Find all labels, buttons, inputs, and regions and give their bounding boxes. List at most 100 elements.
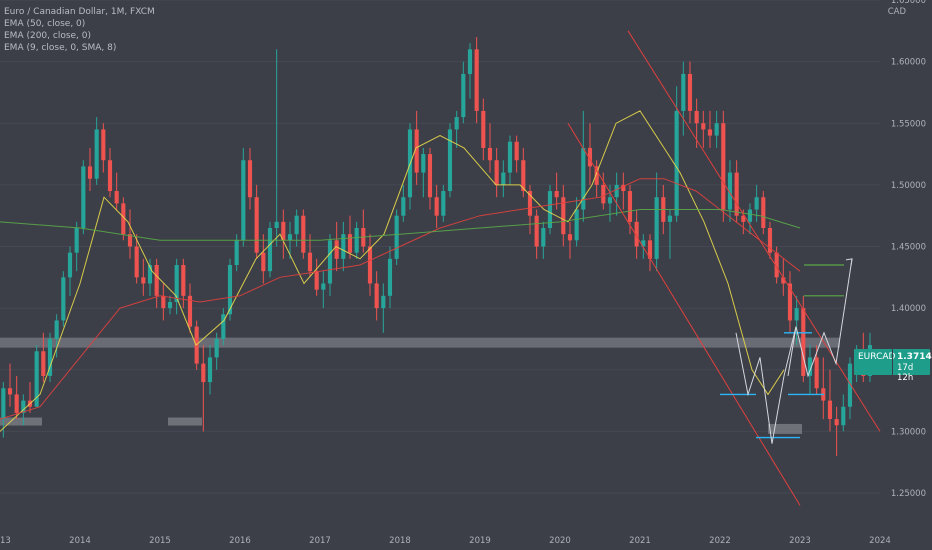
candle-body	[667, 215, 673, 222]
candle-body	[114, 191, 119, 204]
candle-body	[41, 351, 46, 376]
candle-body	[161, 295, 166, 309]
candle-body	[654, 197, 659, 259]
candle-body	[154, 265, 159, 296]
candle-body	[741, 215, 746, 222]
candle-body	[74, 228, 79, 253]
ema-200-label[interactable]: EMA (200, close, 0)	[4, 31, 92, 41]
candle-body	[714, 123, 719, 136]
candle-body	[747, 209, 753, 222]
candle-body	[521, 160, 526, 192]
x-tick-label: 2016	[229, 536, 251, 546]
candle-body	[127, 234, 133, 247]
candle-body	[121, 203, 126, 235]
candle-body	[681, 73, 686, 111]
projection-path	[787, 258, 853, 378]
candle-body	[754, 197, 759, 210]
resistance-band	[0, 337, 840, 348]
candle-body	[594, 166, 599, 185]
candle-body	[541, 228, 546, 247]
candle-body	[434, 197, 439, 216]
candle-body	[567, 234, 573, 241]
candle-body	[787, 283, 793, 321]
candle-body	[774, 252, 779, 278]
y-tick-label: 1.30000	[891, 427, 926, 437]
candle-body	[14, 394, 19, 413]
candle-body	[634, 221, 639, 247]
candle-body	[254, 197, 259, 253]
x-tick-label: 2015	[149, 536, 171, 546]
price-tag-value: 1.37140	[897, 352, 932, 362]
candle-body	[454, 117, 459, 130]
candle-body	[207, 357, 213, 383]
candle-body	[514, 141, 519, 161]
candle-body	[647, 240, 653, 259]
drawing-annotations	[567, 30, 881, 506]
candle-body	[261, 252, 266, 272]
ema-line	[0, 178, 801, 420]
candle-body	[67, 252, 73, 278]
candle-body	[141, 277, 146, 284]
candle-body	[201, 363, 206, 383]
candle-body	[794, 308, 799, 321]
candle-body	[54, 320, 59, 339]
candle-body	[561, 197, 566, 235]
x-tick-label: 2019	[469, 536, 491, 546]
candle-body	[241, 160, 246, 241]
candle-body	[841, 406, 846, 426]
price-axis[interactable]: 1.250001.300001.350001.400001.450001.500…	[888, 0, 926, 499]
candle-body	[101, 129, 106, 161]
candle-body	[1, 388, 6, 420]
ema-9-label[interactable]: EMA (9, close, 0, SMA, 8)	[4, 43, 117, 53]
candle-body	[247, 160, 253, 198]
candle-body	[221, 314, 226, 339]
channel-line	[567, 122, 801, 506]
candle-body	[507, 141, 513, 173]
candle-body	[301, 215, 306, 253]
candle-body	[641, 240, 646, 247]
candle-body	[534, 215, 539, 247]
candle-body	[701, 123, 706, 130]
candle-body	[354, 228, 359, 253]
candle-body	[147, 265, 153, 284]
candle-body	[281, 221, 286, 241]
y-tick-label: 1.40000	[891, 304, 926, 314]
ema-line	[0, 209, 801, 241]
candle-body	[601, 184, 606, 204]
candle-body	[187, 295, 193, 327]
ema-50-label[interactable]: EMA (50, close, 0)	[4, 19, 86, 29]
candle-body	[234, 240, 239, 265]
candle-body	[287, 234, 293, 241]
price-grid	[0, 0, 880, 493]
y-tick-label: 1.55000	[891, 119, 926, 129]
candle-body	[107, 160, 113, 192]
historic-low-band	[0, 417, 42, 426]
candle-body	[761, 197, 766, 229]
candle-body	[767, 228, 773, 253]
recent-low-band	[768, 423, 802, 434]
bar-countdown: 17d 12h	[897, 363, 914, 383]
candle-body	[341, 234, 346, 259]
candle-body	[834, 419, 839, 426]
price-tag-symbol: EURCAD	[858, 352, 896, 362]
projection-arrow-head	[845, 258, 853, 266]
candle-body	[527, 191, 533, 216]
candle-body	[501, 172, 506, 185]
candle-body	[814, 357, 819, 389]
x-tick-label: 2023	[789, 536, 811, 546]
x-tick-label: 2014	[69, 536, 91, 546]
candle-body	[334, 240, 339, 259]
candle-body	[174, 265, 179, 302]
x-tick-label: 2021	[629, 536, 651, 546]
candle-body	[467, 49, 473, 74]
candle-body	[474, 49, 479, 111]
candle-body	[721, 123, 726, 210]
currency-label: CAD	[888, 7, 907, 17]
time-axis[interactable]: 2013 2014 2015 2016 2017 2018 2019 2020 2021 2022…	[0, 536, 891, 546]
candle-body	[34, 351, 39, 407]
candle-body	[487, 147, 493, 161]
price-tag-divider	[892, 349, 893, 375]
candle-body	[314, 271, 319, 290]
symbol-title[interactable]: Euro / Canadian Dollar, 1M, FXCM	[4, 7, 155, 17]
